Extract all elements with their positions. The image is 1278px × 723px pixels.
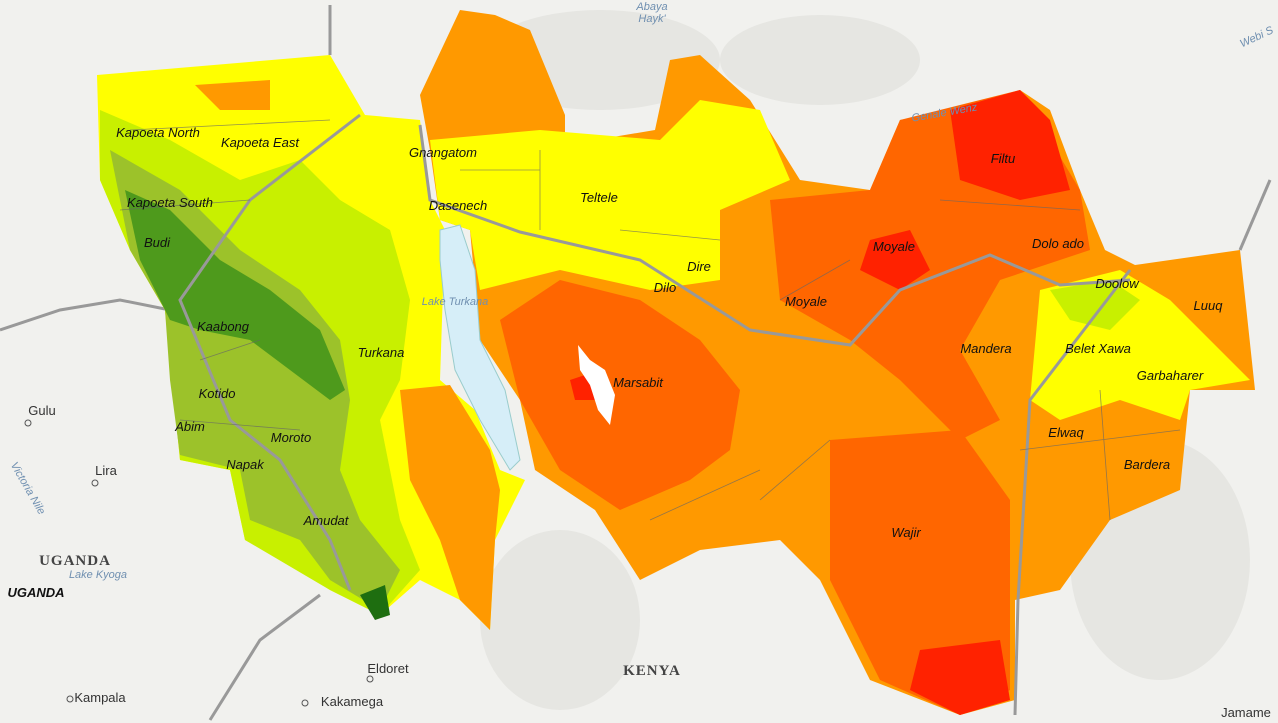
district-label: Moroto	[271, 430, 311, 445]
country-label: UGANDA	[7, 585, 64, 600]
country-label: UGANDA	[39, 553, 111, 569]
region-deep-orange	[500, 280, 740, 510]
place-label: Kampala	[74, 690, 126, 705]
district-label: Marsabit	[613, 375, 664, 390]
water-label: Hayk'	[638, 13, 666, 25]
district-label: Kotido	[199, 386, 236, 401]
region-yellow-east	[430, 100, 790, 290]
district-label: Wajir	[891, 525, 921, 540]
place-label: Kakamega	[321, 694, 384, 709]
district-label: Dolo ado	[1032, 236, 1084, 251]
region-red-2	[860, 230, 930, 290]
indicator-regions	[97, 10, 1255, 715]
region-dark-green	[125, 190, 345, 400]
place-dot	[66, 695, 74, 703]
region-red	[950, 90, 1070, 200]
lake-label: Lake Turkana	[422, 296, 488, 308]
lake	[439, 224, 521, 471]
region-darkest	[360, 585, 390, 620]
district-label: Dasenech	[429, 198, 488, 213]
region-nodata	[578, 345, 615, 425]
district-label: Dire	[687, 259, 711, 274]
country-label: KENYA	[623, 663, 681, 679]
place-label: Lira	[95, 463, 117, 478]
district-label: Amudat	[303, 513, 350, 528]
region-deep-orange-3	[830, 430, 1010, 715]
water-label: Abaya	[635, 1, 667, 13]
district-label: Filtu	[991, 151, 1016, 166]
place-label: Eldoret	[367, 661, 409, 676]
district-label: Elwaq	[1048, 425, 1084, 440]
place-label: Jamame	[1221, 705, 1271, 720]
district-label: Mandera	[960, 341, 1011, 356]
district-label: Moyale	[873, 239, 915, 254]
district-labels: Kapoeta North Kapoeta East Gnangatom Kap…	[116, 125, 1223, 540]
place-dot	[91, 479, 99, 487]
place-dot	[366, 675, 374, 683]
region-orange-turkana	[400, 385, 500, 630]
district-label: Garbaharer	[1137, 368, 1204, 383]
district-label: Kapoeta East	[221, 135, 300, 150]
district-label: Gnangatom	[409, 145, 477, 160]
district-label: Abim	[174, 419, 205, 434]
district-label: Budi	[144, 235, 171, 250]
base-borders	[0, 5, 1272, 721]
place-dot	[301, 699, 309, 707]
district-label: Moyale	[785, 294, 827, 309]
district-label: Bardera	[1124, 457, 1170, 472]
district-label: Kaabong	[197, 319, 250, 334]
district-label: Doolow	[1095, 276, 1140, 291]
region-red-3	[910, 640, 1010, 715]
district-label: Kapoeta South	[127, 195, 213, 210]
district-label: Belet Xawa	[1065, 341, 1131, 356]
district-label: Dilo	[654, 280, 676, 295]
region-orange-west	[195, 80, 270, 110]
region-green-somalia	[1050, 280, 1140, 330]
water-label: Lake Kyoga	[69, 569, 127, 581]
district-label: Kapoeta North	[116, 125, 200, 140]
district-label: Napak	[226, 457, 265, 472]
district-label: Teltele	[580, 190, 618, 205]
place-label: Gulu	[28, 403, 55, 418]
district-label: Turkana	[358, 345, 405, 360]
admin-borders	[119, 113, 1181, 716]
district-label: Luuq	[1194, 298, 1224, 313]
place-dot	[24, 419, 32, 427]
